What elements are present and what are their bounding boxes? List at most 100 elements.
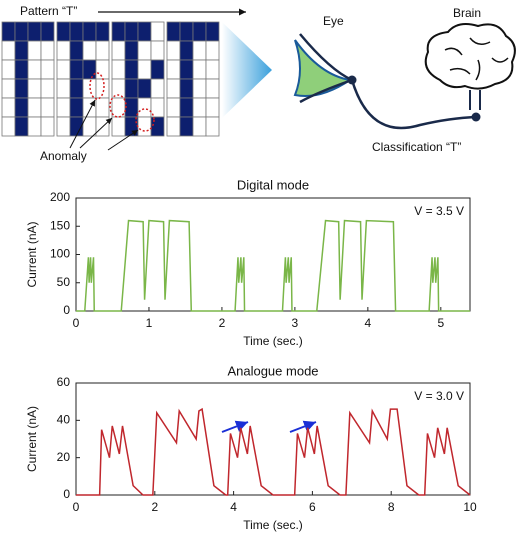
grid-cell: [56, 116, 71, 137]
grid-cell: [56, 59, 71, 80]
y-axis-label: Current (nA): [25, 221, 39, 287]
annotation: V = 3.0 V: [414, 389, 464, 403]
grid-cell: [137, 116, 152, 137]
x-tick-label: 5: [437, 316, 444, 330]
data-line: [76, 407, 471, 496]
grid-cell: [124, 78, 139, 99]
grid-cell: [192, 116, 207, 137]
grid-cell: [179, 97, 194, 118]
grid-cell: [205, 21, 220, 42]
grid-cell: [56, 97, 71, 118]
grid-cell: [95, 21, 110, 42]
grid-cell: [192, 78, 207, 99]
grid-cell: [192, 59, 207, 80]
grid-cell: [27, 116, 42, 137]
trend-arrow: [289, 420, 317, 433]
grid-cell: [150, 78, 165, 99]
x-tick-label: 1: [146, 316, 153, 330]
grid-cell: [205, 40, 220, 61]
grid-cell: [124, 97, 139, 118]
grid-cell: [166, 21, 181, 42]
grid-cell: [27, 59, 42, 80]
anomaly-label: Anomaly: [40, 149, 87, 163]
pattern-label: Pattern “T”: [20, 4, 77, 18]
x-tick-label: 2: [151, 500, 158, 514]
y-tick-label: 60: [57, 375, 71, 389]
grid-cell: [111, 21, 126, 42]
grid-cell: [179, 21, 194, 42]
y-tick-label: 0: [63, 303, 70, 317]
grid-cell: [166, 97, 181, 118]
anomaly-circle: [135, 108, 155, 132]
grid-cell: [69, 78, 84, 99]
nerve: [350, 79, 477, 130]
grid-cell: [205, 97, 220, 118]
grid-cell: [1, 78, 16, 99]
grid-cell: [111, 40, 126, 61]
grid-cell: [1, 21, 16, 42]
chart-title: Analogue mode: [227, 363, 318, 378]
grid-cell: [14, 78, 29, 99]
grid-cell: [14, 97, 29, 118]
grid-cell: [95, 59, 110, 80]
grid-cell: [40, 21, 55, 42]
grid-cell: [95, 40, 110, 61]
grid-cell: [192, 21, 207, 42]
grid-cell: [166, 40, 181, 61]
light-cone: [222, 22, 272, 118]
y-tick-label: 20: [57, 450, 71, 464]
grid-cell: [150, 21, 165, 42]
grid-cell: [1, 40, 16, 61]
grid-cell: [69, 59, 84, 80]
y-tick-label: 200: [50, 190, 70, 204]
grid-cell: [137, 78, 152, 99]
eye: [293, 39, 353, 97]
y-tick-label: 50: [57, 275, 71, 289]
plot-frame: [75, 197, 471, 312]
grid-cell: [14, 21, 29, 42]
grid-cell: [56, 40, 71, 61]
anomaly-circle: [109, 94, 127, 118]
grid-cell: [205, 78, 220, 99]
grid-cell: [1, 116, 16, 137]
grid-cell: [166, 78, 181, 99]
grid-cell: [82, 40, 97, 61]
grid-cell: [69, 97, 84, 118]
grid-cell: [150, 59, 165, 80]
plot-frame: [75, 382, 471, 496]
y-axis-label: Current (nA): [25, 406, 39, 472]
x-tick-label: 0: [73, 316, 80, 330]
brain-stem: [469, 90, 481, 110]
grid-cell: [137, 59, 152, 80]
classification-label: Classification “T”: [372, 140, 461, 154]
arrow: [79, 117, 113, 149]
grid-cell: [137, 21, 152, 42]
grid-cell: [124, 21, 139, 42]
grid-cell: [56, 21, 71, 42]
grid-cell: [40, 40, 55, 61]
data-line: [76, 219, 470, 312]
grid-cell: [137, 40, 152, 61]
x-tick-label: 6: [309, 500, 316, 514]
x-tick-label: 2: [219, 316, 226, 330]
brain-folds: [444, 37, 509, 81]
grid-cell: [124, 40, 139, 61]
x-tick-label: 3: [292, 316, 299, 330]
grid-cell: [124, 59, 139, 80]
grid-cell: [205, 116, 220, 137]
grid-cell: [27, 78, 42, 99]
grid-cell: [14, 40, 29, 61]
grid-cell: [179, 78, 194, 99]
grid-cell: [179, 59, 194, 80]
grid-cell: [179, 116, 194, 137]
grid-cell: [14, 59, 29, 80]
grid-cell: [111, 59, 126, 80]
y-tick-label: 0: [63, 487, 70, 501]
grid-cell: [40, 97, 55, 118]
trend-arrow: [221, 420, 249, 433]
grid-cell: [192, 40, 207, 61]
grid-cell: [40, 59, 55, 80]
brain-label: Brain: [453, 6, 481, 20]
eye-label: Eye: [323, 14, 344, 28]
